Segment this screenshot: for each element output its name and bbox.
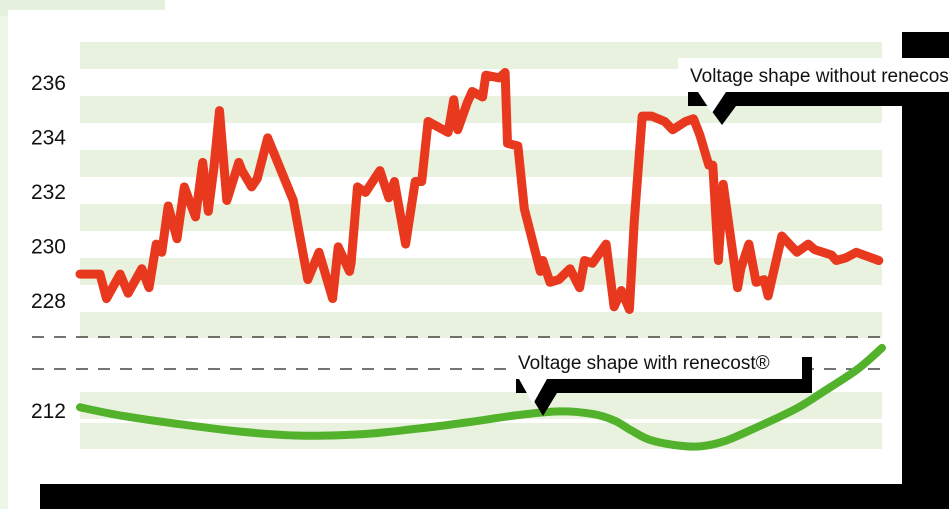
y-tick-label: 234 [31,127,66,150]
y-tick-label: 232 [31,181,66,204]
y-tick-label: 230 [31,236,66,259]
callout-without-renecost-text: Voltage shape without renecost® [690,66,949,87]
y-tick-label: 212 [31,400,66,423]
y-tick-label: 236 [31,72,66,95]
grid-band [80,312,882,338]
y-tick-label: 228 [31,290,66,313]
grid-band [80,392,882,419]
y-axis-ticks: 236 234 232 230 228 212 [31,72,66,423]
callout-with-renecost-text: Voltage shape with renecost® [518,353,770,374]
